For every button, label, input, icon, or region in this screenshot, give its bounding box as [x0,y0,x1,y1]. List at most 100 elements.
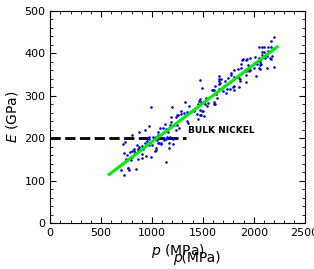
Point [239,58,244,62]
Point [119,168,124,172]
Point [227,86,232,91]
Point [243,68,248,72]
Point [142,128,147,132]
Point [257,67,262,71]
Point [136,157,141,161]
Point [165,135,170,139]
Point [258,62,263,66]
Point [153,149,158,153]
Point [257,62,263,67]
Point [151,135,156,139]
Point [144,139,149,143]
Point [133,166,138,171]
Point [238,79,243,84]
Point [202,114,207,118]
Point [223,79,228,83]
Text: (MPa): (MPa) [177,251,221,265]
Point [252,61,257,66]
Point [248,68,253,72]
Point [232,75,237,79]
Point [168,120,173,124]
Point [135,146,140,151]
Point [183,100,188,104]
Point [204,103,209,108]
Point [198,113,203,117]
Point [154,145,159,150]
Point [153,148,158,153]
Point [173,115,178,119]
Point [145,136,150,140]
Point [240,57,245,62]
Point [160,126,165,130]
Point [175,123,180,127]
Point [225,76,230,80]
Point [127,168,132,172]
Point [201,100,206,104]
Point [189,110,194,114]
Point [259,49,264,54]
Point [155,138,160,142]
Point [259,53,264,57]
Point [221,89,226,93]
Point [123,140,128,144]
Point [157,126,162,130]
Point [231,84,236,88]
Point [158,141,163,145]
Point [149,143,154,147]
Point [139,156,144,160]
Point [205,101,210,105]
Point [132,147,137,151]
Point [272,65,277,69]
Point [161,136,166,140]
Point [199,100,204,104]
Point [269,54,274,58]
Point [147,143,152,147]
Point [194,105,199,109]
Point [268,45,273,49]
Point [196,98,201,103]
Point [247,56,252,61]
Point [211,88,216,93]
Point [140,144,145,148]
Point [203,96,208,100]
Point [140,147,145,151]
Point [216,87,221,91]
Point [169,123,174,128]
Point [231,88,236,92]
Point [158,141,163,146]
Point [269,39,274,43]
Point [213,102,218,106]
Point [171,142,176,146]
Point [238,66,243,70]
Point [154,135,159,139]
Point [256,66,261,70]
Point [162,138,167,142]
Point [195,111,200,116]
Point [126,165,131,170]
Point [215,96,220,100]
Point [257,45,262,49]
Point [265,54,270,58]
Point [128,150,133,155]
Point [203,102,208,106]
Point [239,62,244,66]
Point [163,137,168,141]
Point [184,119,189,123]
Point [199,113,204,117]
Point [167,141,172,145]
Point [252,66,257,70]
Point [195,117,200,121]
Point [166,126,171,131]
Point [269,57,274,61]
Point [243,73,248,77]
Point [200,109,205,113]
Point [195,102,200,106]
Point [124,157,129,161]
Point [171,123,176,127]
Point [217,80,222,85]
Point [162,122,167,126]
Point [262,50,267,54]
Point [264,53,269,57]
Point [245,63,250,68]
Point [123,158,128,162]
